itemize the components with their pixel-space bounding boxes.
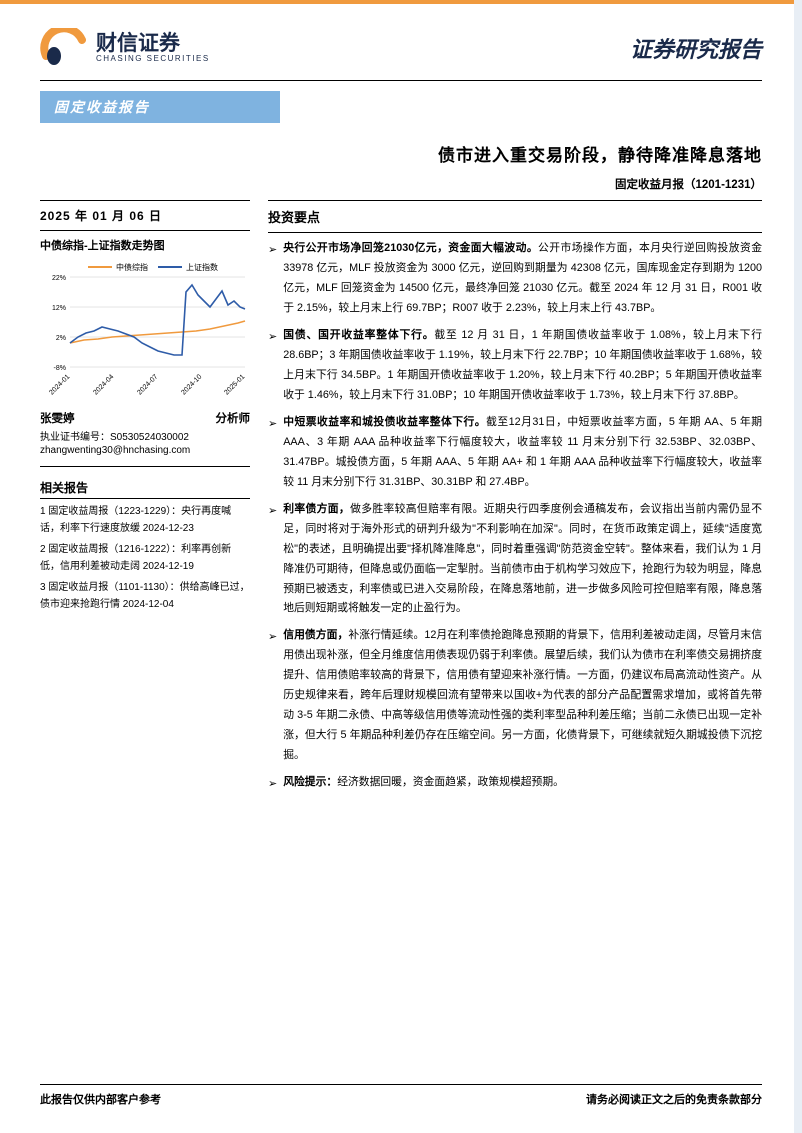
body: 2025 年 01 月 06 日 中债综指-上证指数走势图 中债综指 上证指数 [0, 198, 802, 802]
title-area: 债市进入重交易阶段，静待降准降息落地 固定收益月报（1201-1231） [0, 123, 802, 198]
bullet-text: 利率债方面，做多胜率较高但赔率有限。近期央行四季度例会通稿发布，会议指出当前内需… [283, 500, 762, 620]
legend-zhongzhai: 中债综指 [116, 262, 148, 272]
bullet-lead: 信用债方面， [283, 629, 348, 641]
bullet-text: 信用债方面，补涨行情延续。12月在利率债抢跑降息预期的背景下，信用利差被动走阔，… [283, 626, 762, 766]
bullet-marker-icon: ➢ [268, 773, 277, 794]
svg-text:2024-07: 2024-07 [136, 373, 159, 396]
subtitle: 固定收益月报（1201-1231） [0, 176, 762, 192]
bullet-marker-icon: ➢ [268, 413, 277, 493]
svg-text:12%: 12% [52, 305, 66, 312]
header: 财信证券 CHASING SECURITIES 证券研究报告 [0, 0, 802, 76]
bullet-item: ➢信用债方面，补涨行情延续。12月在利率债抢跑降息预期的背景下，信用利差被动走阔… [268, 626, 762, 766]
svg-text:2024-04: 2024-04 [92, 373, 115, 396]
analyst-name: 张雯婷 [40, 410, 75, 426]
svg-text:22%: 22% [52, 275, 66, 282]
divider [40, 498, 250, 499]
related-item: 3 固定收益月报（1101-1130）：供给高峰已过，债市迎来抢跑行情 2024… [40, 579, 250, 613]
chart-title: 中债综指-上证指数走势图 [40, 237, 250, 253]
svg-text:2025-01: 2025-01 [223, 373, 246, 396]
footer-left: 此报告仅供内部客户参考 [40, 1091, 161, 1107]
right-column: 投资要点 ➢央行公开市场净回笼21030亿元，资金面大幅波动。公开市场操作方面，… [268, 198, 762, 802]
license-number: S0530524030002 [110, 432, 189, 443]
bullet-body-text: 补涨行情延续。12月在利率债抢跑降息预期的背景下，信用利差被动走阔，尽管月末信用… [283, 629, 762, 761]
bullet-text: 央行公开市场净回笼21030亿元，资金面大幅波动。公开市场操作方面，本月央行逆回… [283, 239, 762, 319]
footer-right: 请务必阅读正文之后的免责条款部分 [586, 1091, 762, 1107]
bullet-lead: 央行公开市场净回笼21030亿元，资金面大幅波动。 [283, 242, 538, 254]
report-type-label: 证券研究报告 [630, 32, 762, 64]
footer: 此报告仅供内部客户参考 请务必阅读正文之后的免责条款部分 [40, 1084, 762, 1107]
bullet-text: 风险提示：经济数据回暖，资金面趋紧，政策规模超预期。 [283, 773, 762, 794]
bullet-body-text: 经济数据回暖，资金面趋紧，政策规模超预期。 [337, 776, 564, 788]
bullet-item: ➢央行公开市场净回笼21030亿元，资金面大幅波动。公开市场操作方面，本月央行逆… [268, 239, 762, 319]
analyst-email: zhangwenting30@hnchasing.com [40, 445, 250, 456]
bullet-item: ➢国债、国开收益率整体下行。截至 12 月 31 日，1 年期国债收益率收于 1… [268, 326, 762, 406]
divider [40, 200, 250, 201]
related-item: 1 固定收益周报（1223-1229）：央行再度喊话，利率下行速度放缓 2024… [40, 503, 250, 537]
svg-text:2024-01: 2024-01 [48, 373, 71, 396]
divider [40, 230, 250, 231]
bullet-marker-icon: ➢ [268, 626, 277, 766]
brand-logo: 财信证券 CHASING SECURITIES [40, 28, 210, 68]
bullet-lead: 中短票收益率和城投债收益率整体下行。 [283, 416, 486, 428]
legend-shangzheng: 上证指数 [186, 262, 218, 272]
svg-text:-8%: -8% [54, 365, 66, 372]
left-column: 2025 年 01 月 06 日 中债综指-上证指数走势图 中债综指 上证指数 [40, 198, 250, 802]
brand-name-en: CHASING SECURITIES [96, 54, 210, 63]
bullet-lead: 利率债方面， [283, 503, 350, 515]
bullet-text: 国债、国开收益率整体下行。截至 12 月 31 日，1 年期国债收益率收于 1.… [283, 326, 762, 406]
divider [40, 466, 250, 467]
header-divider [40, 80, 762, 81]
divider [268, 232, 762, 233]
analyst-block: 张雯婷 分析师 执业证书编号：S0530524030002 zhangwenti… [40, 410, 250, 456]
related-reports-list: 1 固定收益周报（1223-1229）：央行再度喊话，利率下行速度放缓 2024… [40, 503, 250, 613]
bullet-list: ➢央行公开市场净回笼21030亿元，资金面大幅波动。公开市场操作方面，本月央行逆… [268, 235, 762, 795]
bullet-marker-icon: ➢ [268, 326, 277, 406]
related-reports-title: 相关报告 [40, 479, 250, 496]
bullet-item: ➢中短票收益率和城投债收益率整体下行。截至12月31日，中短票收益率方面，5 年… [268, 413, 762, 493]
category-bar: 固定收益报告 [40, 91, 280, 123]
bullet-lead: 国债、国开收益率整体下行。 [283, 329, 434, 341]
brand-name-cn: 财信证券 [96, 33, 210, 54]
bullet-marker-icon: ➢ [268, 239, 277, 319]
license-label: 执业证书编号： [40, 432, 110, 443]
bullet-marker-icon: ➢ [268, 500, 277, 620]
bullet-lead: 风险提示： [283, 776, 337, 788]
bullet-text: 中短票收益率和城投债收益率整体下行。截至12月31日，中短票收益率方面，5 年期… [283, 413, 762, 493]
svg-text:2%: 2% [56, 335, 66, 342]
bullet-item: ➢ 风险提示：经济数据回暖，资金面趋紧，政策规模超预期。 [268, 773, 762, 794]
page: 财信证券 CHASING SECURITIES 证券研究报告 固定收益报告 债市… [0, 0, 802, 1133]
logo-mark-icon [40, 28, 88, 68]
main-title: 债市进入重交易阶段，静待降准降息落地 [0, 141, 762, 166]
analyst-role: 分析师 [216, 410, 251, 426]
svg-text:2024-10: 2024-10 [180, 373, 203, 396]
report-date: 2025 年 01 月 06 日 [40, 203, 250, 228]
index-line-chart: 中债综指 上证指数 22% 12% 2% -8% [40, 257, 250, 397]
related-item: 2 固定收益周报（1216-1222）：利率再创新低，信用利差被动走阔 2024… [40, 541, 250, 575]
divider [268, 200, 762, 201]
right-stripe [794, 0, 802, 1133]
bullet-item: ➢利率债方面，做多胜率较高但赔率有限。近期央行四季度例会通稿发布，会议指出当前内… [268, 500, 762, 620]
bullet-body-text: 做多胜率较高但赔率有限。近期央行四季度例会通稿发布，会议指出当前内需仍显不足，同… [283, 503, 762, 615]
investment-points-title: 投资要点 [268, 203, 762, 230]
